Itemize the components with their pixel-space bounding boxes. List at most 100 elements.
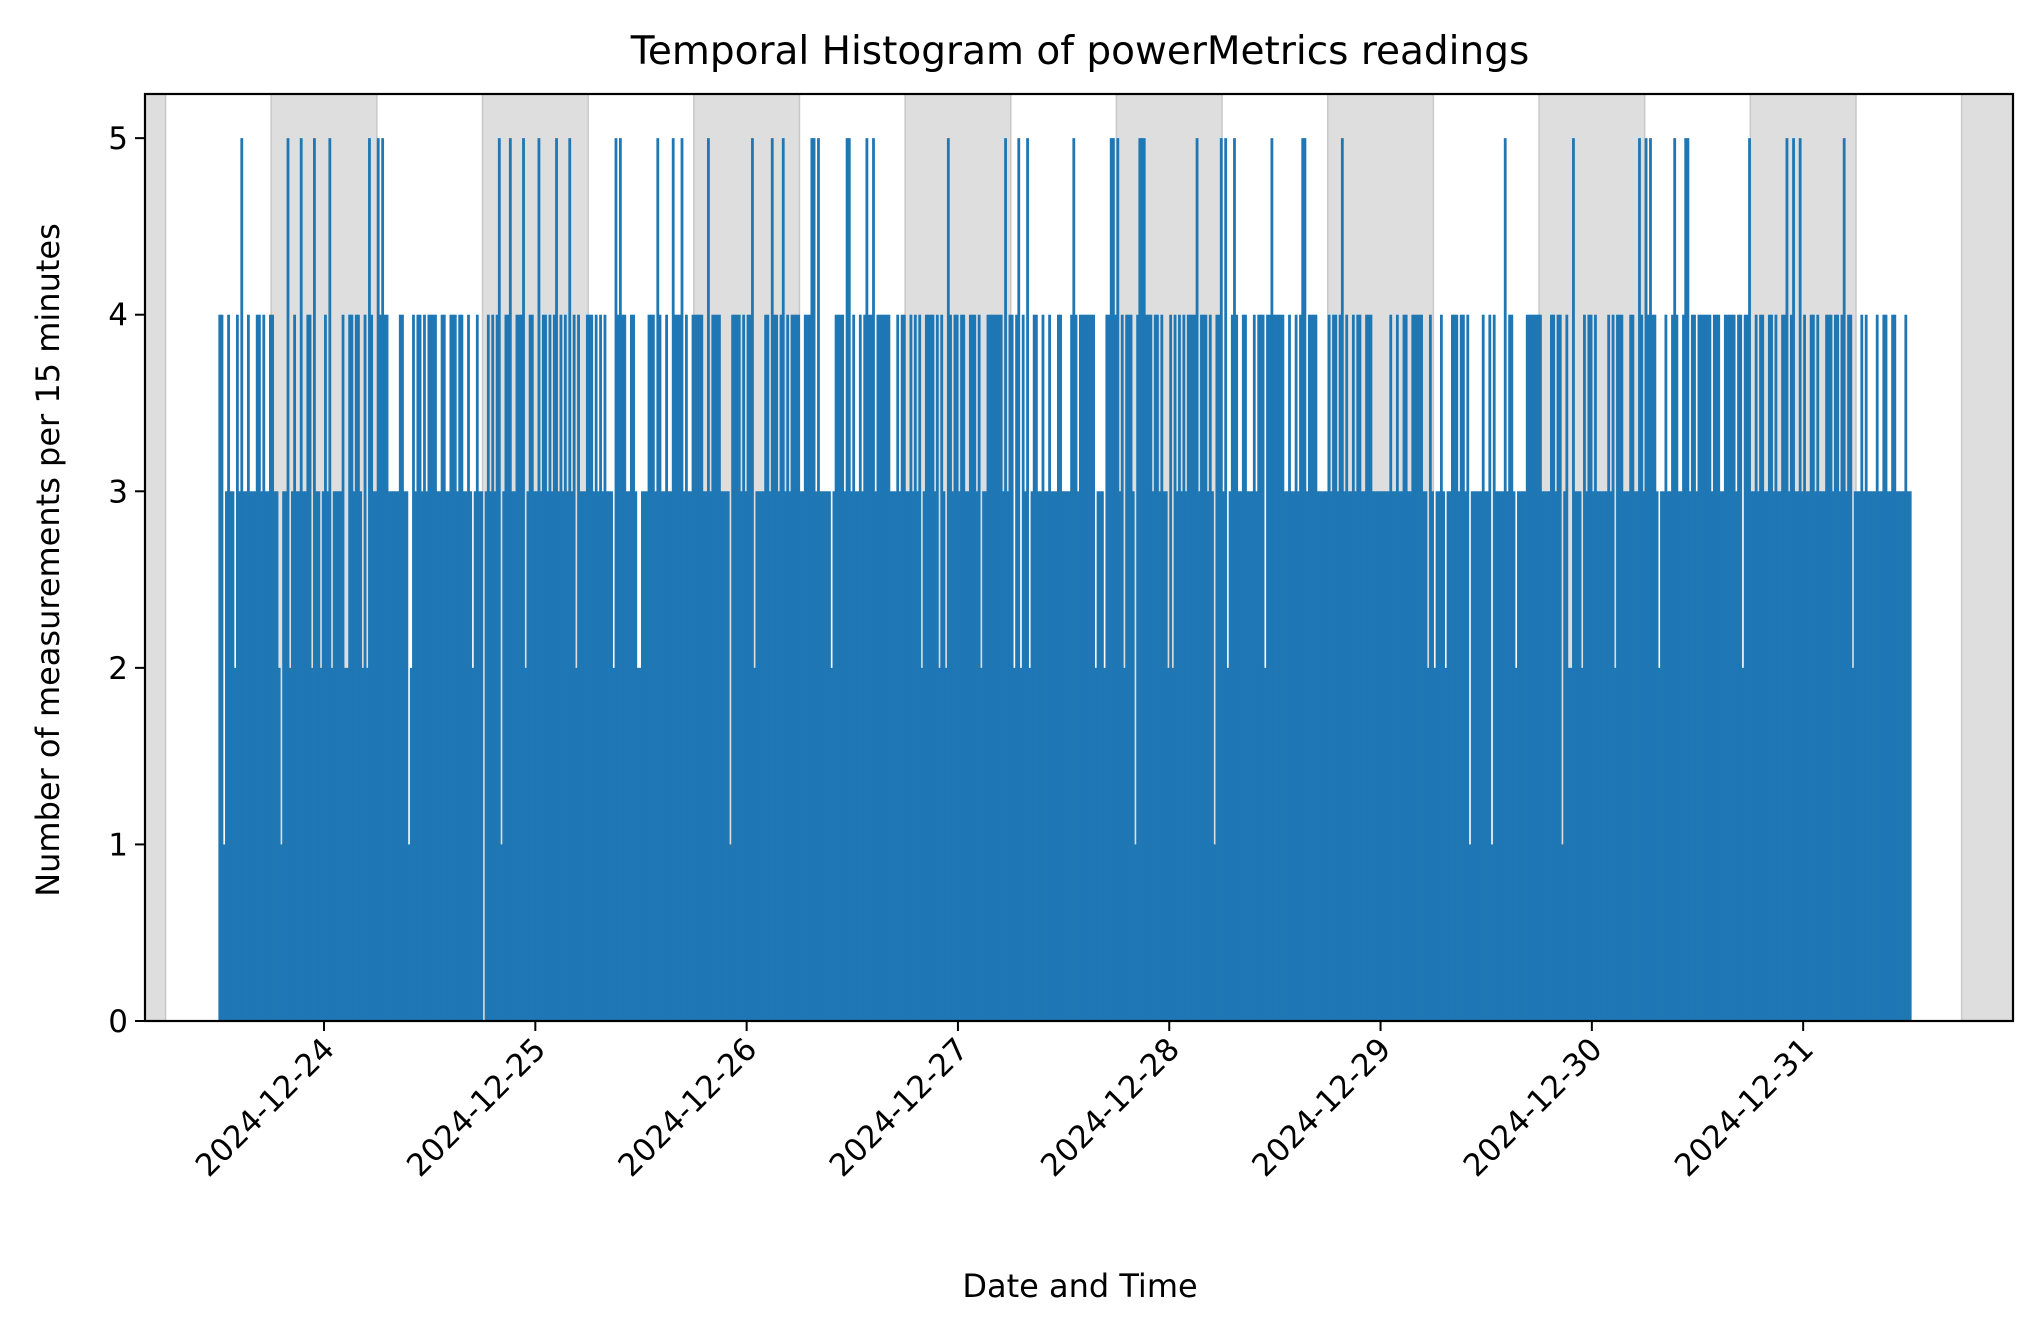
histogram-bar [643, 491, 646, 1021]
histogram-bar [744, 491, 748, 1021]
histogram-bar [880, 314, 884, 1021]
histogram-bar [1759, 314, 1762, 1021]
histogram-bar [1783, 314, 1787, 1021]
histogram-bar [1789, 314, 1793, 1021]
histogram-bar [742, 314, 746, 1021]
histogram-bar [1640, 314, 1644, 1021]
histogram-bar [1131, 491, 1135, 1021]
histogram-bar [916, 491, 919, 1021]
histogram-bar [872, 138, 875, 1022]
histogram-bar [645, 491, 649, 1021]
histogram-bar [1012, 667, 1016, 1021]
histogram-bar [1338, 314, 1342, 1021]
histogram-bar [1413, 314, 1417, 1021]
histogram-bar [1299, 314, 1302, 1021]
histogram-bar [924, 314, 928, 1021]
histogram-bar [839, 314, 842, 1021]
histogram-bar [951, 491, 955, 1021]
histogram-bar [1266, 314, 1269, 1021]
histogram-bar [962, 314, 966, 1021]
histogram-bar [1048, 314, 1051, 1021]
histogram-bar [524, 667, 528, 1021]
y-tick-label: 5 [108, 121, 128, 157]
histogram-bar [764, 314, 768, 1021]
histogram-bar [1167, 667, 1170, 1021]
histogram-bar [1347, 491, 1351, 1021]
histogram-bar [1444, 667, 1448, 1021]
histogram-bar [964, 491, 968, 1021]
histogram-bar [1682, 314, 1685, 1021]
histogram-bar [1629, 314, 1633, 1021]
histogram-bar [1900, 491, 1903, 1021]
histogram-bar [1880, 491, 1884, 1021]
night-band-9 [1960, 93, 2014, 1022]
histogram-bar [403, 491, 407, 1021]
histogram-bar [306, 314, 310, 1021]
histogram-bar [491, 314, 495, 1021]
histogram-bar [352, 491, 356, 1021]
histogram-bar [1360, 491, 1364, 1021]
histogram-bar [1631, 314, 1635, 1021]
histogram-bar [238, 491, 241, 1021]
histogram-bar [1719, 491, 1723, 1021]
histogram-bar [242, 491, 246, 1021]
histogram-bar [1816, 314, 1820, 1021]
histogram-bar [1545, 491, 1549, 1021]
histogram-bar [1889, 491, 1892, 1021]
histogram-bar [1472, 491, 1476, 1021]
histogram-bar [651, 314, 655, 1021]
histogram-bar [784, 491, 787, 1021]
histogram-bar [1539, 314, 1542, 1021]
histogram-bar [1829, 314, 1833, 1021]
histogram-bar [1598, 491, 1602, 1021]
histogram-bar [588, 314, 591, 1021]
histogram-bar [733, 314, 737, 1021]
histogram-bar [786, 314, 790, 1021]
histogram-bar [1686, 138, 1690, 1022]
histogram-bar [1627, 491, 1630, 1021]
histogram-bar [1006, 491, 1010, 1021]
histogram-bar [557, 491, 561, 1021]
histogram-bar [1737, 314, 1740, 1021]
histogram-bar [673, 314, 677, 1021]
histogram-bar [1655, 491, 1659, 1021]
histogram-bar [1037, 491, 1040, 1021]
histogram-bar [726, 491, 730, 1021]
histogram-bar [995, 314, 999, 1021]
histogram-bar [1182, 314, 1186, 1021]
histogram-bar [1710, 491, 1714, 1021]
histogram-bar [841, 314, 845, 1021]
histogram-bar [640, 491, 644, 1021]
histogram-bar [887, 314, 891, 1021]
histogram-bar [1384, 491, 1388, 1021]
histogram-bar [1217, 314, 1221, 1021]
histogram-bar [1664, 314, 1668, 1021]
histogram-bar [1851, 667, 1855, 1021]
histogram-bar [1034, 314, 1038, 1021]
histogram-bar [1565, 314, 1569, 1021]
histogram-bar [1303, 138, 1307, 1022]
histogram-bar [579, 491, 583, 1021]
histogram-bar [335, 491, 338, 1021]
histogram-bar [1112, 138, 1115, 1022]
histogram-bar [396, 491, 400, 1021]
histogram-bar [1728, 314, 1732, 1021]
histogram-bar [506, 314, 510, 1021]
histogram-bar [1908, 491, 1912, 1021]
histogram-bar [751, 138, 754, 1022]
histogram-bar [847, 138, 851, 1022]
histogram-bar [1708, 314, 1712, 1021]
histogram-bar [812, 138, 816, 1022]
histogram-bar [1202, 314, 1206, 1021]
histogram-bar [429, 314, 433, 1021]
histogram-bar [372, 491, 376, 1021]
histogram-bar [1748, 138, 1751, 1022]
histogram-bar [1186, 314, 1190, 1021]
histogram-bar [1169, 314, 1173, 1021]
histogram-bar [1442, 491, 1445, 1021]
histogram-bar [343, 667, 347, 1021]
histogram-bar [1699, 314, 1703, 1021]
histogram-bar [1402, 314, 1406, 1021]
histogram-bar [1017, 138, 1021, 1022]
histogram-bar [379, 314, 382, 1021]
